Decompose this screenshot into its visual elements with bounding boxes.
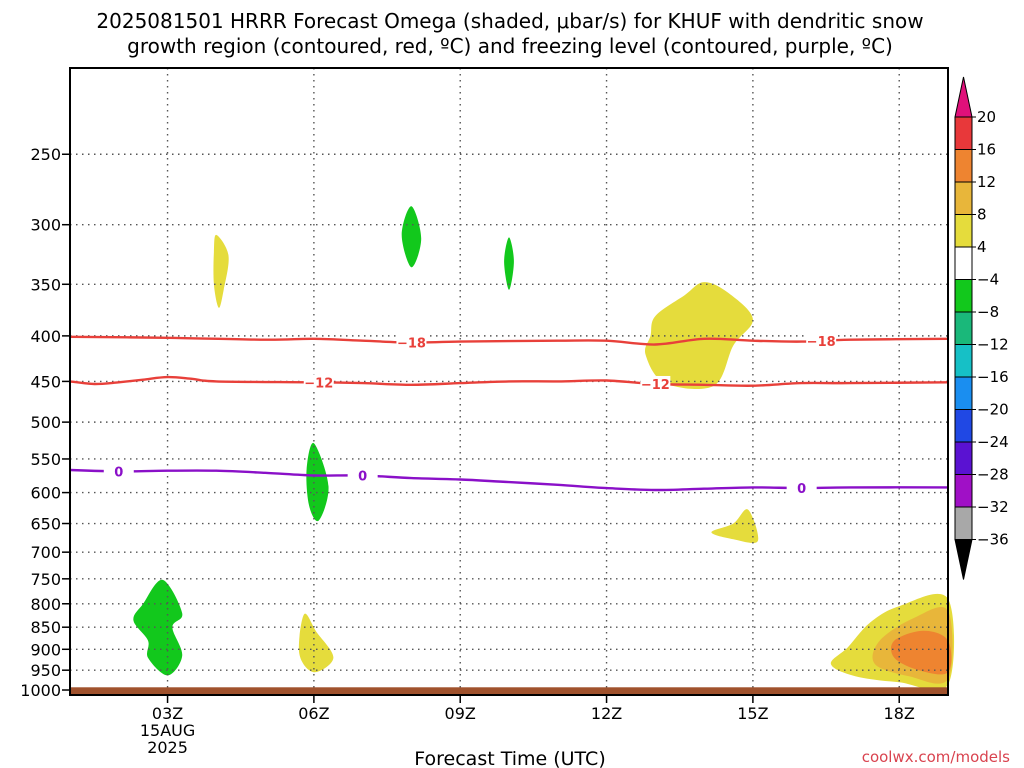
y-tick-label-1000: 1000 xyxy=(20,681,61,700)
contour-dgz_-18 xyxy=(69,335,949,346)
colorbar-segment-0 xyxy=(954,116,973,150)
contour-label-freezing_0-1: 0 xyxy=(358,469,367,484)
omega-region-5 xyxy=(711,509,759,544)
omega-shading xyxy=(133,206,955,691)
contour-lines: −18 −18 −12 −12 0 0 0 xyxy=(69,332,949,497)
colorbar-segment-4 xyxy=(954,246,973,280)
x-axis-label: Forecast Time (UTC) xyxy=(414,748,605,768)
colorbar-segment-8 xyxy=(954,376,973,410)
y-tick-label-450: 450 xyxy=(30,372,61,391)
chart-title-line1: 2025081501 HRRR Forecast Omega (shaded, … xyxy=(96,9,923,33)
y-tick-label-250: 250 xyxy=(30,145,61,164)
y-tick-label-850: 850 xyxy=(30,618,61,637)
contour-label-bg xyxy=(303,374,334,391)
contour-label-dgz_-18-0: −18 xyxy=(397,337,426,352)
colorbar-segment-6 xyxy=(954,311,973,345)
colorbar-segment-11 xyxy=(954,474,973,508)
omega-region-4 xyxy=(306,442,329,522)
colorbar-tick-label: −16 xyxy=(977,368,1009,386)
y-tick-label-350: 350 xyxy=(30,275,61,294)
colorbar-segment-9 xyxy=(954,409,973,443)
omega-region-7 xyxy=(298,613,334,673)
x-tick-year: 2025 xyxy=(147,738,188,757)
y-tick-label-700: 700 xyxy=(30,543,61,562)
contour-label-bg xyxy=(640,375,671,392)
omega-region-2 xyxy=(504,237,514,290)
colorbar-tick-label: 16 xyxy=(977,141,996,159)
y-tick-label-650: 650 xyxy=(30,515,61,534)
contour-label-dgz_-12-1: −12 xyxy=(641,378,670,393)
contour-dgz_-12 xyxy=(69,375,949,387)
omega-region-0 xyxy=(213,234,229,308)
colorbar-top-triangle xyxy=(954,76,973,118)
contour-label-bg xyxy=(806,332,837,349)
colorbar-tick-label: 4 xyxy=(977,238,987,256)
contour-label-bg xyxy=(347,467,378,484)
colorbar-segment-7 xyxy=(954,344,973,378)
contour-label-dgz_-18-1: −18 xyxy=(807,335,836,350)
colorbar-segment-12 xyxy=(954,506,973,540)
colorbar-tick-label: −12 xyxy=(977,336,1009,354)
chart-title-line2: growth region (contoured, red, ºC) and f… xyxy=(127,34,893,58)
x-tick-label-15Z: 15Z xyxy=(737,704,768,723)
y-tick-label-800: 800 xyxy=(30,595,61,614)
y-tick-label-300: 300 xyxy=(30,216,61,235)
contour-label-bg xyxy=(396,334,427,351)
colorbar-tick-label: −4 xyxy=(977,271,999,289)
omega-region-1 xyxy=(401,206,422,268)
colorbar-tick-label: −36 xyxy=(977,531,1009,549)
contour-freezing_0 xyxy=(69,468,949,492)
omega-region-6 xyxy=(133,579,183,676)
y-tick-label-950: 950 xyxy=(30,661,61,680)
colorbar-tick-label: −28 xyxy=(977,466,1009,484)
colorbar-tick-label: −32 xyxy=(977,498,1009,516)
x-tick-date: 15AUG xyxy=(140,721,195,740)
credit-text: coolwx.com/models xyxy=(862,748,1010,766)
colorbar-segment-2 xyxy=(954,181,973,215)
x-tick-label-09Z: 09Z xyxy=(445,704,476,723)
colorbar-tick-label: 20 xyxy=(977,108,996,126)
colorbar-tick-label: −24 xyxy=(977,433,1009,451)
y-tick-label-550: 550 xyxy=(30,450,61,469)
y-axis-ticks: 250 300 350 400 450 500 550 600 650 700 750 800 850 9… xyxy=(20,145,70,700)
contour-label-freezing_0-0: 0 xyxy=(114,465,123,480)
x-tick-label-06Z: 06Z xyxy=(298,704,329,723)
contour-label-bg xyxy=(786,480,817,497)
colorbar-tick-label: −20 xyxy=(977,401,1009,419)
omega-region-3 xyxy=(644,282,753,390)
colorbar-segment-10 xyxy=(954,441,973,475)
contour-label-dgz_-12-0: −12 xyxy=(304,376,333,391)
y-tick-label-750: 750 xyxy=(30,570,61,589)
colorbar-tick-label: 12 xyxy=(977,173,996,191)
contour-label-bg xyxy=(103,463,134,480)
colorbar-bottom-triangle xyxy=(954,539,973,580)
colorbar-segment-1 xyxy=(954,149,973,183)
y-tick-label-500: 500 xyxy=(30,413,61,432)
surface-ground xyxy=(70,687,948,695)
x-tick-label-12Z: 12Z xyxy=(591,704,622,723)
omega-region-10 xyxy=(890,630,952,675)
x-tick-label-18Z: 18Z xyxy=(884,704,915,723)
x-tick-label-03Z: 03Z xyxy=(152,704,183,723)
y-tick-label-600: 600 xyxy=(30,484,61,503)
colorbar: 20 16 12 8 4 −4 −8 −12 −16 −20 −24 −28 −32 −36 xyxy=(954,76,1009,580)
contour-label-freezing_0-2: 0 xyxy=(797,482,806,497)
colorbar-segment-5 xyxy=(954,279,973,313)
colorbar-tick-label: −8 xyxy=(977,303,999,321)
colorbar-tick-label: 8 xyxy=(977,206,987,224)
y-tick-label-900: 900 xyxy=(30,640,61,659)
y-tick-label-400: 400 xyxy=(30,327,61,346)
colorbar-segment-3 xyxy=(954,214,973,248)
